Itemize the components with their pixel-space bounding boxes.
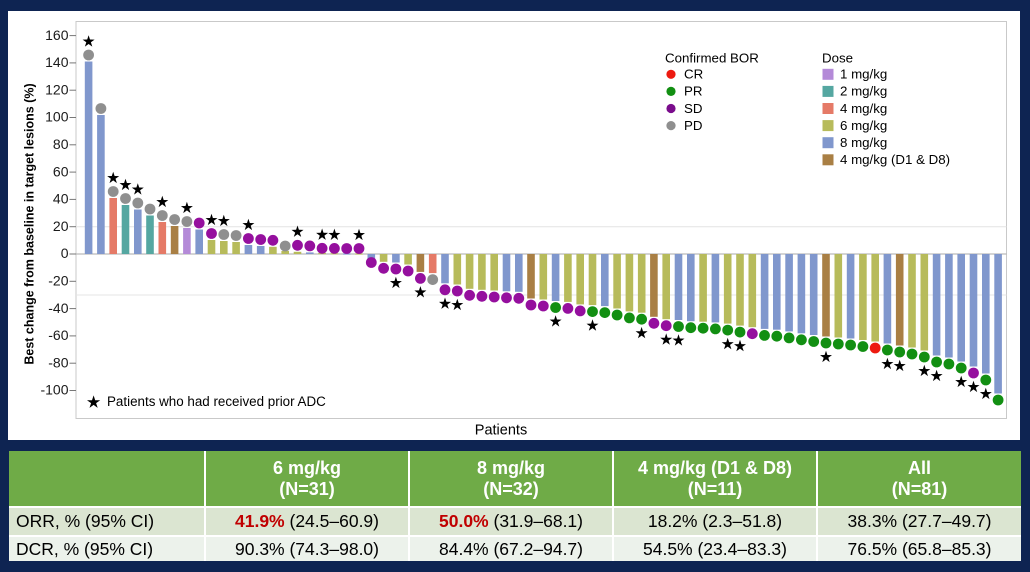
svg-text:0: 0 <box>61 245 69 261</box>
svg-text:80: 80 <box>53 136 69 152</box>
svg-text:4 mg/kg: 4 mg/kg <box>840 101 887 116</box>
svg-text:4 mg/kg (D1 & D8): 4 mg/kg (D1 & D8) <box>840 152 950 167</box>
svg-text:Dose: Dose <box>822 51 853 66</box>
svg-text:2 mg/kg: 2 mg/kg <box>840 84 887 99</box>
svg-text:120: 120 <box>45 81 69 97</box>
svg-text:6 mg/kg: 6 mg/kg <box>840 118 887 133</box>
svg-text:-40: -40 <box>48 300 68 316</box>
svg-text:8 mg/kg: 8 mg/kg <box>840 135 887 150</box>
svg-text:Best change from baseline in t: Best change from baseline in target lesi… <box>23 83 37 364</box>
svg-text:Patients: Patients <box>475 423 527 439</box>
svg-text:140: 140 <box>45 54 69 70</box>
svg-text:100: 100 <box>45 109 69 125</box>
svg-text:-20: -20 <box>48 273 68 289</box>
svg-text:PR: PR <box>684 84 702 99</box>
svg-text:SD: SD <box>684 101 702 116</box>
svg-text:40: 40 <box>53 191 69 207</box>
svg-text:-100: -100 <box>40 382 68 398</box>
svg-text:-60: -60 <box>48 327 68 343</box>
svg-text:160: 160 <box>45 27 69 43</box>
svg-text:Patients who had received prio: Patients who had received prior ADC <box>107 394 326 409</box>
svg-text:60: 60 <box>53 163 69 179</box>
svg-text:20: 20 <box>53 218 69 234</box>
svg-text:Confirmed BOR: Confirmed BOR <box>665 51 759 66</box>
svg-text:1 mg/kg: 1 mg/kg <box>840 67 887 82</box>
svg-text:PD: PD <box>684 118 702 133</box>
svg-text:CR: CR <box>684 67 703 82</box>
svg-text:-80: -80 <box>48 354 68 370</box>
